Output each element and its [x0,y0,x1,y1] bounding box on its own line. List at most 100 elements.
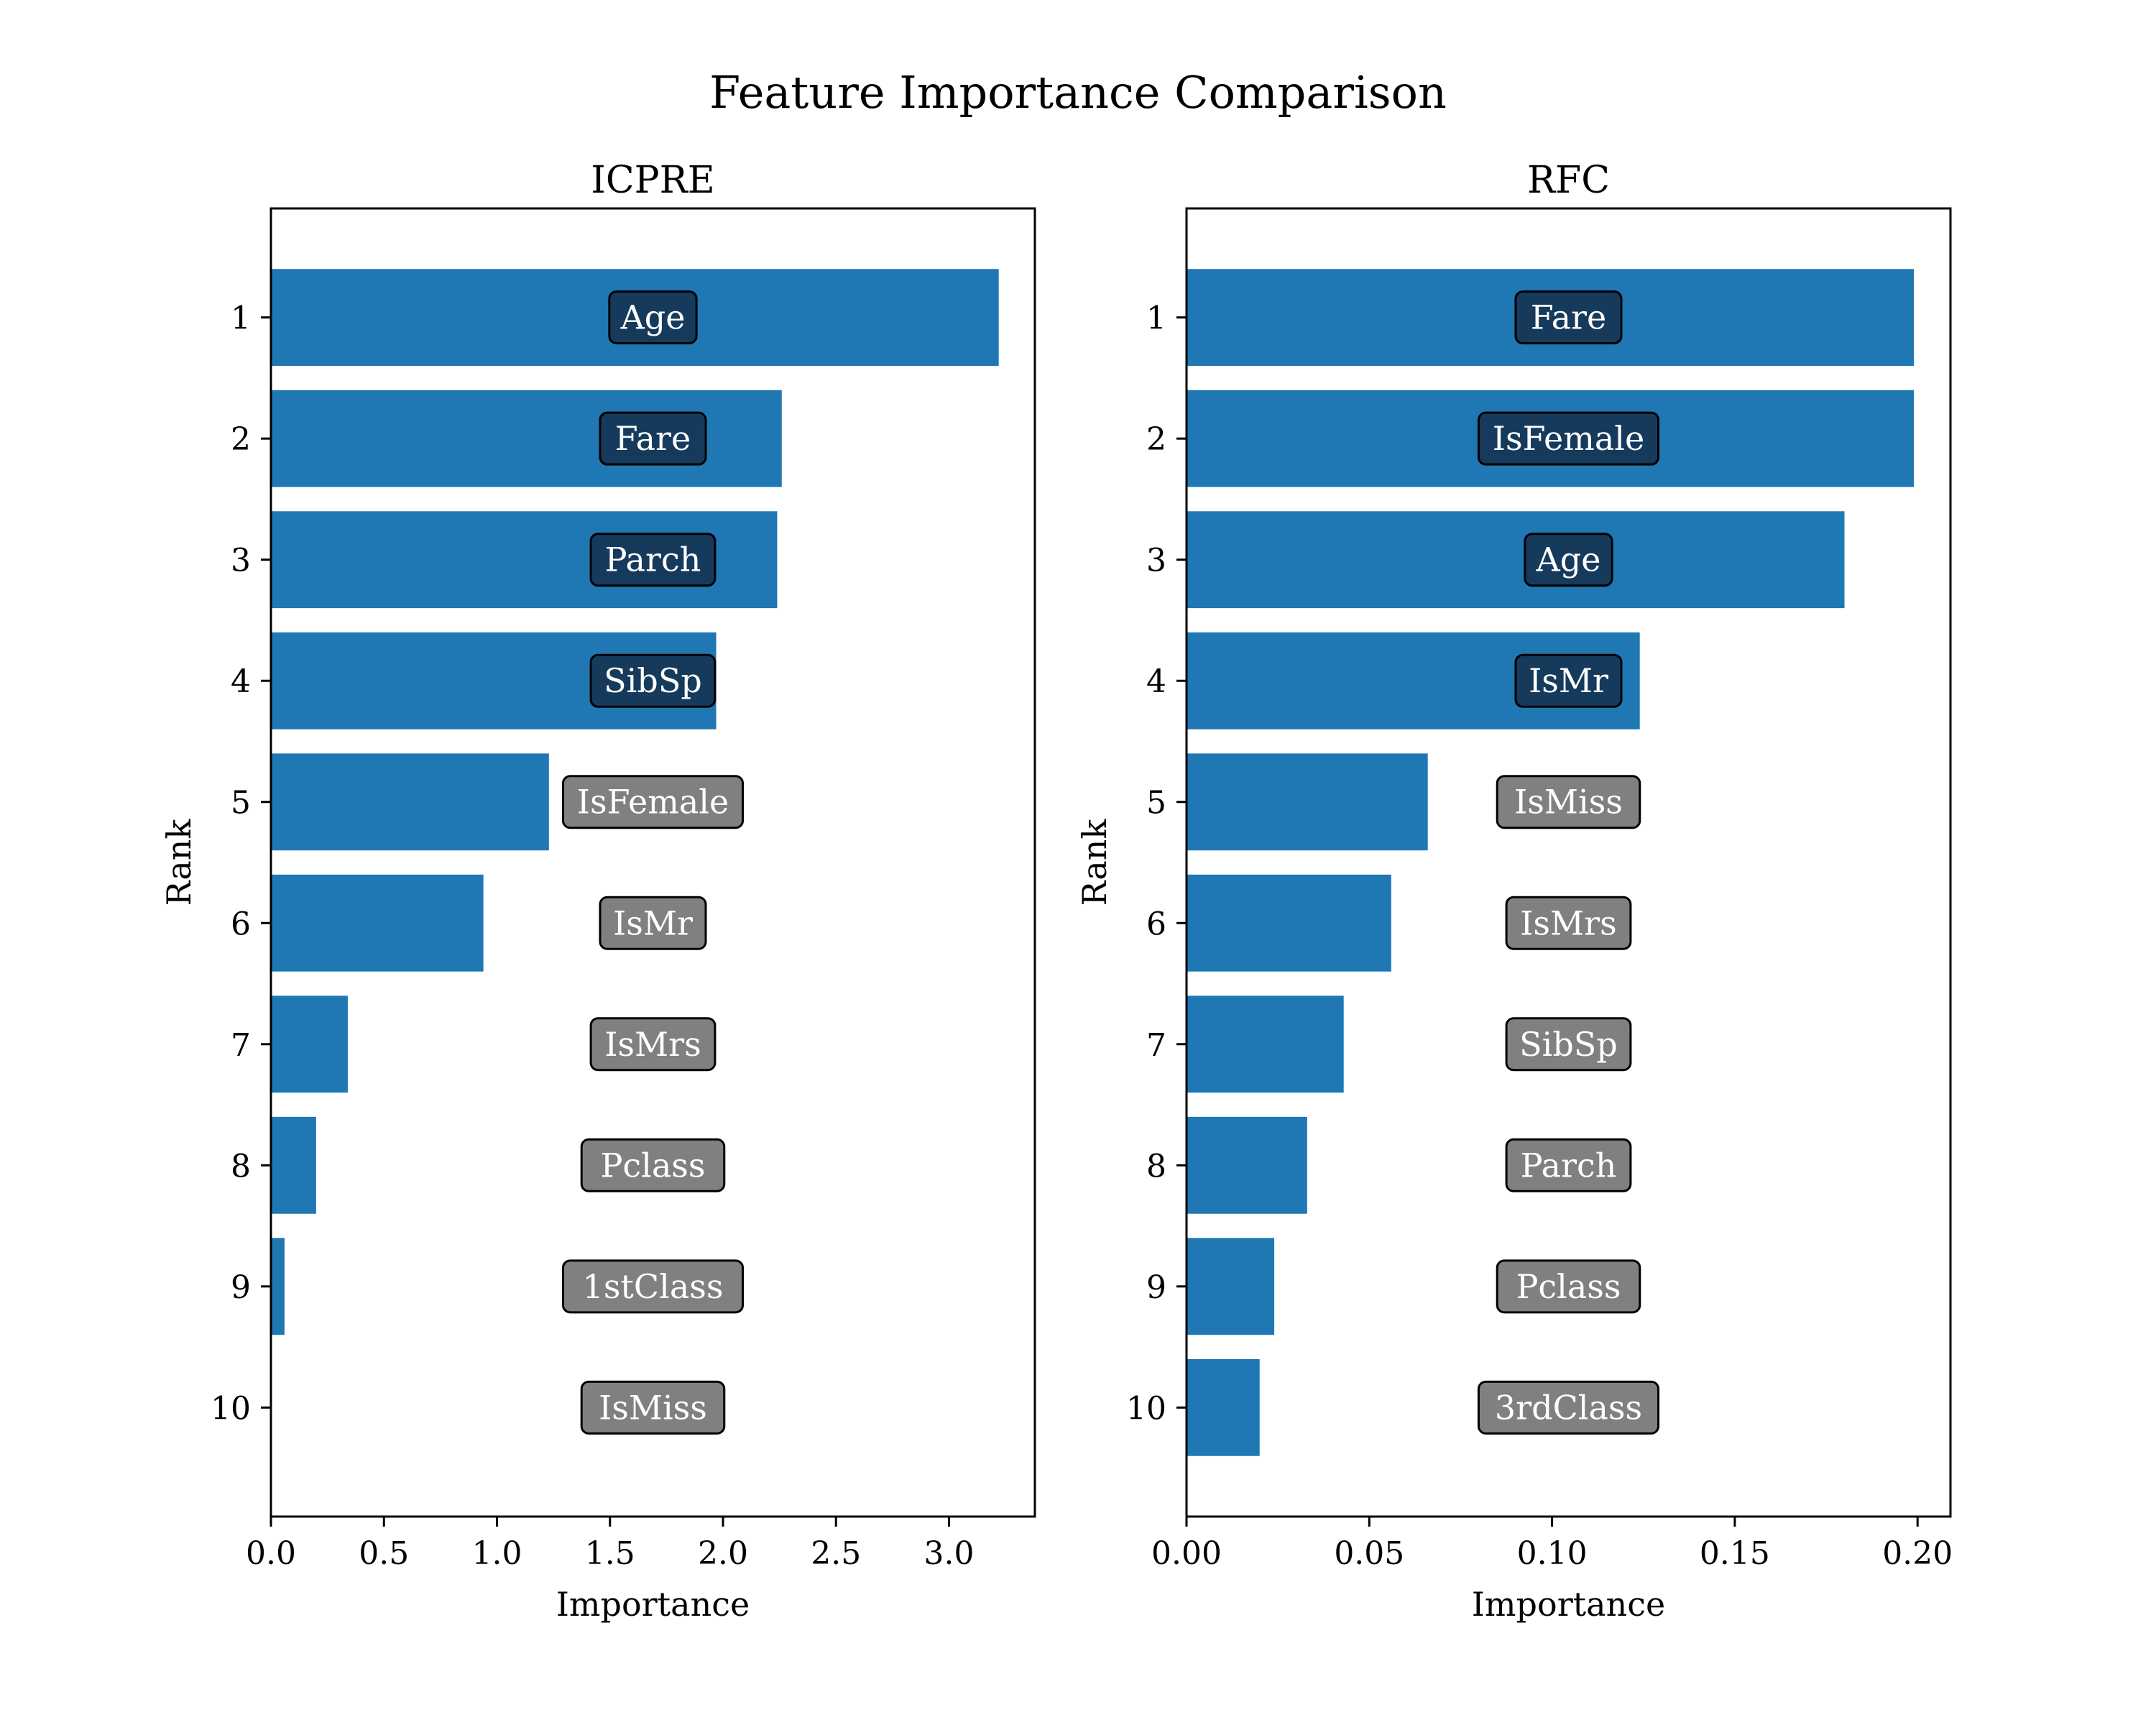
x-tick-label: 3.0 [923,1535,974,1572]
feature-label-text: IsMiss [599,1388,707,1427]
bar-rank-7 [1187,995,1344,1093]
y-tick-label-2: 2 [231,421,251,458]
bar-rank-9 [271,1238,285,1335]
y-tick-label-8: 8 [1146,1148,1166,1184]
y-tick-label-4: 4 [1146,663,1166,700]
feature-label-text: IsFemale [1493,419,1644,458]
y-tick-label-6: 6 [1146,906,1166,942]
y-tick-label-3: 3 [231,543,251,579]
feature-label-9: 1stClass [561,1259,745,1314]
x-tick-label: 0.00 [1151,1535,1222,1572]
y-tick-label-5: 5 [231,785,251,822]
y-tick-label-9: 9 [231,1269,251,1306]
feature-label-box [1505,1138,1632,1192]
x-tick-label: 0.20 [1882,1535,1953,1572]
feature-label-box [599,411,707,466]
bar-rank-6 [1187,874,1391,972]
feature-label-3: Parch [589,533,717,587]
x-axis-label: Importance [556,1585,750,1624]
feature-label-box [608,290,698,345]
bar-rank-7 [271,995,348,1093]
y-tick-label-7: 7 [231,1027,251,1064]
x-tick-label: 0.0 [246,1535,296,1572]
axes-frame [270,207,1036,1518]
feature-label-text: 1stClass [583,1267,724,1306]
icpre-panel: Age Fare Parch SibSp IsFemale IsMr IsMrs Pclass… [160,159,1036,1624]
feature-label-9: Pclass [1496,1259,1641,1314]
feature-label-text: IsMrs [604,1025,701,1064]
rfc-panel: Fare IsFemale Age IsMr IsMiss IsMrs SibSp Parch… [1075,159,1953,1624]
y-tick-label-10: 10 [211,1390,251,1427]
bar-rank-10 [1187,1358,1260,1456]
feature-label-text: Parch [1521,1146,1617,1184]
feature-label-box [1496,775,1641,829]
feature-label-7: IsMrs [589,1017,717,1072]
feature-label-3: Age [1524,533,1613,587]
y-axis-label: Rank [1075,819,1114,906]
x-tick-label: 2.0 [698,1535,748,1572]
feature-label-text: IsMr [1529,661,1608,700]
figure-title: Feature Importance Comparison [709,66,1447,119]
bar-rank-5 [271,753,549,851]
feature-label-box [1496,1259,1641,1314]
feature-label-text: IsFemale [577,783,729,822]
y-tick-label-10: 10 [1126,1390,1166,1427]
y-tick-label-6: 6 [231,906,251,942]
subplot-title: RFC [1527,159,1610,202]
y-tick-label-3: 3 [1146,543,1166,579]
feature-label-text: Age [1536,540,1601,579]
feature-label-text: IsMr [613,903,693,942]
bar-rank-6 [271,874,484,972]
feature-label-5: IsMiss [1496,775,1641,829]
feature-label-8: Parch [1505,1138,1632,1192]
feature-label-text: Pclass [1516,1267,1621,1306]
y-tick-label-4: 4 [231,663,251,700]
feature-label-box [561,1259,745,1314]
feature-label-2: IsFemale [1477,411,1660,466]
feature-label-text: Parch [605,540,701,579]
y-tick-label-2: 2 [1146,421,1166,458]
bar-rank-3 [1187,511,1845,609]
feature-label-8: Pclass [580,1138,726,1192]
bar-rank-8 [271,1116,316,1214]
feature-label-6: IsMr [599,896,707,950]
feature-label-text: Pclass [600,1146,705,1184]
feature-label-10: 3rdClass [1477,1380,1660,1435]
subplot-title: ICPRE [591,159,714,202]
y-tick-label-5: 5 [1146,785,1166,822]
y-tick-label-8: 8 [231,1148,251,1184]
bar-rank-9 [1187,1238,1275,1335]
feature-label-text: Fare [615,419,691,458]
x-tick-label: 1.0 [472,1535,522,1572]
feature-label-box [1514,653,1623,708]
feature-label-5: IsFemale [561,775,745,829]
x-tick-label: 2.5 [811,1535,861,1572]
feature-label-10: IsMiss [580,1380,726,1435]
bar-rank-5 [1187,753,1428,851]
y-tick-label-1: 1 [231,300,251,337]
feature-label-box [1524,533,1613,587]
feature-label-text: 3rdClass [1495,1388,1642,1427]
feature-label-box [1477,411,1660,466]
feature-label-box [580,1138,726,1192]
feature-label-text: IsMiss [1514,783,1623,822]
y-axis-label: Rank [160,819,198,906]
y-tick-label-7: 7 [1146,1027,1166,1064]
feature-label-2: Fare [599,411,707,466]
feature-label-box [589,533,717,587]
feature-label-text: Age [620,298,686,337]
feature-label-1: Fare [1514,290,1623,345]
x-tick-label: 0.05 [1334,1535,1404,1572]
feature-label-4: IsMr [1514,653,1623,708]
feature-label-4: SibSp [589,653,717,708]
feature-label-box [599,896,707,950]
feature-label-box [1505,896,1632,950]
x-tick-label: 0.15 [1700,1535,1770,1572]
feature-label-box [1477,1380,1660,1435]
y-tick-label-1: 1 [1146,300,1166,337]
bar-rank-8 [1187,1116,1307,1214]
feature-label-box [580,1380,726,1435]
feature-label-text: IsMrs [1520,903,1616,942]
feature-label-6: IsMrs [1505,896,1632,950]
